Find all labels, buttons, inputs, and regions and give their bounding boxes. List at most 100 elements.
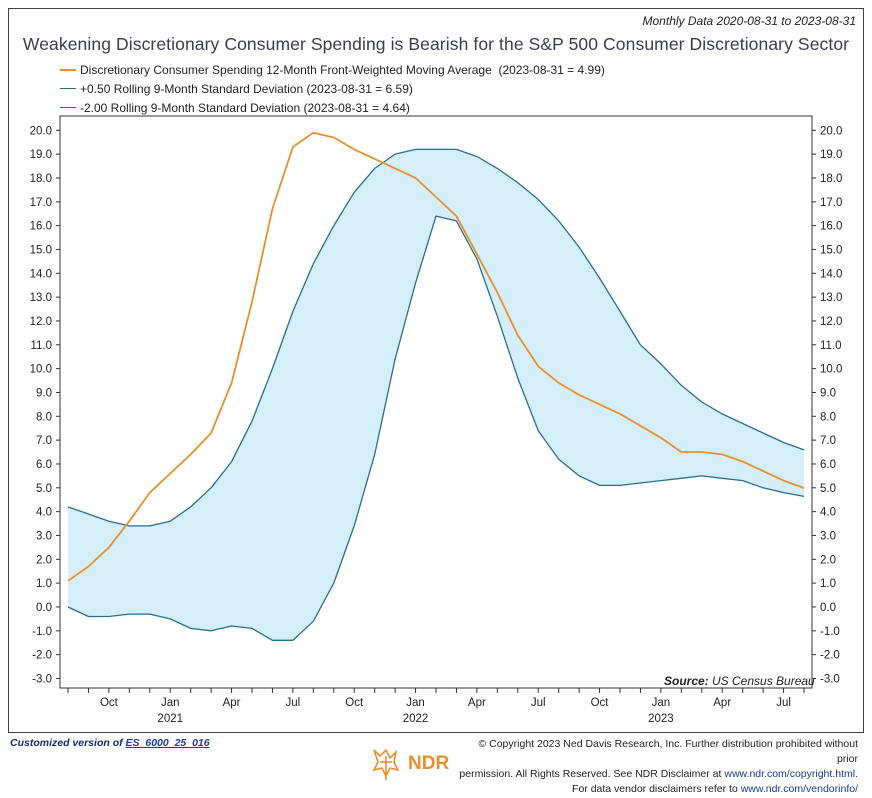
ndr-logo: NDR — [372, 748, 449, 780]
y-tick-label-right: -1.0 — [820, 626, 840, 638]
y-tick-label-left: 17.0 — [30, 197, 52, 209]
y-tick-label-right: 6.0 — [820, 459, 836, 471]
y-tick-label-left: 16.0 — [30, 221, 52, 233]
legend-item-plus-050-sd: +0.50 Rolling 9-Month Standard Deviation… — [60, 79, 605, 98]
legend-swatch-orange — [60, 68, 76, 71]
y-tick-label-left: 12.0 — [30, 316, 52, 328]
x-tick-label: Jul — [776, 697, 791, 709]
y-tick-label-right: 16.0 — [820, 221, 842, 233]
y-tick-label-right: 11.0 — [820, 340, 842, 352]
y-tick-label-left: -1.0 — [32, 626, 52, 638]
vendor-link[interactable]: www.ndr.com/vendorinfo/ — [740, 783, 858, 795]
x-tick-label: Jul — [531, 697, 546, 709]
y-tick-label-left: 4.0 — [36, 507, 52, 519]
y-tick-label-right: 12.0 — [820, 316, 842, 328]
copyright-block: © Copyright 2023 Ned Davis Research, Inc… — [458, 737, 858, 797]
y-tick-label-left: 0.0 — [36, 602, 52, 614]
source-label: Source: — [664, 674, 709, 688]
copyright-line-3: For data vendor disclaimers refer to www… — [458, 782, 858, 797]
y-tick-label-left: 1.0 — [36, 578, 52, 590]
y-tick-label-right: 14.0 — [820, 268, 842, 280]
y-tick-label-left: 7.0 — [36, 435, 52, 447]
legend-item-minus-200-sd: -2.00 Rolling 9-Month Standard Deviation… — [60, 98, 605, 117]
moving-average-line — [67, 131, 805, 582]
y-tick-label-right: 1.0 — [820, 578, 836, 590]
x-tick-label: Oct — [100, 697, 119, 709]
bull-bear-icon — [372, 748, 400, 780]
y-tick-label-right: 17.0 — [820, 197, 842, 209]
y-tick-label-right: 2.0 — [820, 554, 836, 566]
x-year-label: 2022 — [403, 713, 429, 725]
y-tick-label-left: 13.0 — [30, 292, 52, 304]
std-dev-band — [68, 149, 804, 641]
x-tick-label: Jan — [652, 697, 671, 709]
legend-label: +0.50 Rolling 9-Month Standard Deviation — [80, 81, 304, 96]
legend-swatch-blue — [60, 88, 76, 89]
y-tick-label-left: 19.0 — [30, 149, 52, 161]
legend-value: (2023-08-31 = 4.64) — [303, 100, 410, 115]
x-year-label: 2021 — [157, 713, 183, 725]
y-tick-label-left: -3.0 — [32, 673, 52, 685]
minus-200-sd-line — [67, 215, 805, 641]
x-tick-label: Jan — [406, 697, 425, 709]
legend-label: -2.00 Rolling 9-Month Standard Deviation — [80, 100, 301, 115]
date-range: Monthly Data 2020-08-31 to 2023-08-31 — [642, 14, 856, 28]
y-tick-label-left: 2.0 — [36, 554, 52, 566]
y-tick-label-right: 13.0 — [820, 292, 842, 304]
y-tick-label-left: 18.0 — [30, 173, 52, 185]
legend-swatch-blue — [60, 107, 76, 108]
legend: Discretionary Consumer Spending 12-Month… — [60, 60, 605, 117]
y-tick-label-right: 5.0 — [820, 483, 836, 495]
line-chart: 20.0 20.0 19.0 19.0 18.0 18.0 17.0 17.0 16.0 16.0… — [30, 115, 842, 725]
custom-version-link[interactable]: ES_6000_25_016 — [125, 737, 210, 749]
y-tick-label-left: 8.0 — [36, 411, 52, 423]
logo-text: NDR — [408, 753, 449, 774]
source-text: US Census Bureau — [712, 674, 815, 688]
vendor-text: For data vendor disclaimers refer to — [572, 783, 738, 795]
custom-version-prefix: Customized version of — [10, 737, 123, 749]
y-tick-label-left: 3.0 — [36, 530, 52, 542]
x-tick-label: Jul — [286, 697, 301, 709]
y-tick-label-right: 0.0 — [820, 602, 836, 614]
y-tick-label-left: -2.0 — [32, 650, 52, 662]
copyright-link[interactable]: www.ndr.com/copyright.html. — [724, 768, 858, 780]
y-tick-label-right: -2.0 — [820, 650, 840, 662]
chart-title: Weakening Discretionary Consumer Spendin… — [22, 34, 850, 54]
y-tick-label-right: 15.0 — [820, 244, 842, 256]
y-tick-label-right: -3.0 — [820, 673, 840, 685]
copyright-text: permission. All Rights Reserved. See NDR… — [459, 768, 722, 780]
y-tick-label-left: 5.0 — [36, 483, 52, 495]
x-year-label: 2023 — [648, 713, 674, 725]
legend-value: (2023-08-31 = 6.59) — [306, 81, 413, 96]
x-tick-label: Apr — [713, 697, 731, 709]
y-tick-label-right: 3.0 — [820, 530, 836, 542]
y-tick-label-left: 9.0 — [36, 387, 52, 399]
y-tick-label-left: 11.0 — [30, 340, 52, 352]
y-tick-label-left: 14.0 — [30, 268, 52, 280]
copyright-line-1: © Copyright 2023 Ned Davis Research, Inc… — [478, 738, 858, 765]
y-tick-label-right: 19.0 — [820, 149, 842, 161]
y-tick-label-right: 7.0 — [820, 435, 836, 447]
y-tick-label-left: 10.0 — [30, 364, 52, 376]
y-tick-label-left: 20.0 — [30, 125, 52, 137]
y-tick-label-right: 9.0 — [820, 387, 836, 399]
x-tick-label: Apr — [223, 697, 241, 709]
legend-value: (2023-08-31 = 4.99) — [498, 62, 605, 77]
chart-frame — [8, 8, 864, 733]
plus-050-sd-line — [67, 148, 805, 527]
y-tick-label-right: 10.0 — [820, 364, 842, 376]
copyright-line-2: permission. All Rights Reserved. See NDR… — [458, 767, 858, 782]
legend-label: Discretionary Consumer Spending 12-Month… — [80, 62, 492, 77]
y-tick-label-left: 15.0 — [30, 244, 52, 256]
y-tick-label-left: 6.0 — [36, 459, 52, 471]
custom-version: Customized version of ES_6000_25_016 — [10, 737, 210, 749]
legend-item-moving-average: Discretionary Consumer Spending 12-Month… — [60, 60, 605, 79]
x-tick-label: Jan — [161, 697, 180, 709]
x-tick-label: Oct — [591, 697, 610, 709]
y-tick-label-right: 4.0 — [820, 507, 836, 519]
x-tick-label: Oct — [345, 697, 364, 709]
y-tick-label-right: 20.0 — [820, 125, 842, 137]
y-tick-label-right: 18.0 — [820, 173, 842, 185]
x-tick-label: Apr — [468, 697, 486, 709]
y-tick-label-right: 8.0 — [820, 411, 836, 423]
